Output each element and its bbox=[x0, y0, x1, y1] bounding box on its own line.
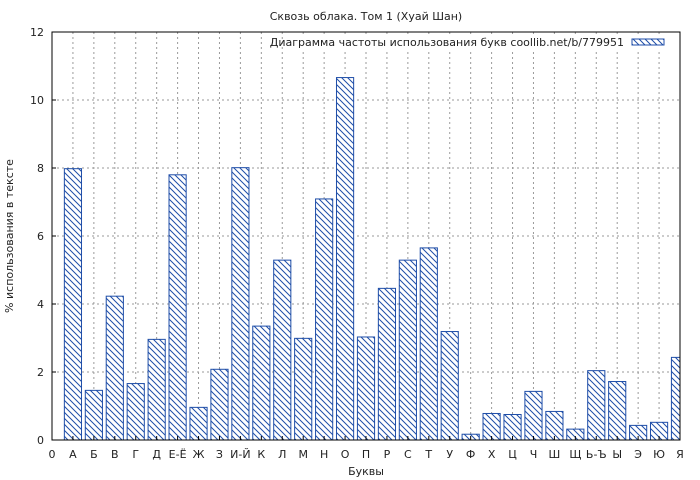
bar-17 bbox=[398, 259, 417, 441]
x-axis-ticks: 0 А Б В Г Д Е-Ё Ж З И-Й К Л М Н О П Р С Т У Ф Х Ц Ч Ш Щ Ь-Ъ Ы Э Ю Я bbox=[49, 436, 684, 461]
bar-18 bbox=[419, 247, 438, 441]
x-tick-label: Э bbox=[634, 448, 642, 461]
bar-16 bbox=[377, 287, 397, 441]
chart-title: Сквозь облака. Том 1 (Хуай Шан) bbox=[270, 10, 462, 23]
x-tick-label: О bbox=[341, 448, 350, 461]
y-tick-label: 4 bbox=[37, 298, 44, 311]
x-tick-label: И-Й bbox=[230, 448, 250, 461]
bar-15 bbox=[356, 336, 376, 441]
y-axis-label: % использования в тексте bbox=[3, 159, 16, 313]
x-tick-label: С bbox=[404, 448, 412, 461]
legend-label: Диаграмма частоты использования букв coo… bbox=[270, 36, 624, 49]
x-tick-label: А bbox=[69, 448, 77, 461]
bar-1 bbox=[63, 168, 83, 441]
bar-5 bbox=[147, 338, 166, 441]
x-tick-label: Р bbox=[384, 448, 391, 461]
bar-8 bbox=[210, 368, 229, 441]
bar-13 bbox=[315, 198, 334, 441]
bar-19 bbox=[440, 331, 459, 441]
x-tick-label: Ю bbox=[653, 448, 665, 461]
legend-swatch bbox=[631, 38, 665, 46]
y-tick-label: 8 bbox=[37, 162, 44, 175]
x-tick-label: Ч bbox=[530, 448, 538, 461]
bar-30 bbox=[670, 356, 681, 441]
bar-3 bbox=[105, 295, 124, 441]
x-tick-label: 0 bbox=[49, 448, 56, 461]
y-tick-label: 2 bbox=[37, 366, 44, 379]
x-tick-label: Т bbox=[424, 448, 432, 461]
bar-7 bbox=[189, 406, 208, 441]
x-tick-label: Щ bbox=[569, 448, 581, 461]
x-tick-label: Б bbox=[90, 448, 98, 461]
x-tick-label: П bbox=[362, 448, 370, 461]
bar-11 bbox=[273, 259, 292, 441]
x-tick-label: З bbox=[216, 448, 223, 461]
x-tick-label: У bbox=[446, 448, 453, 461]
y-tick-label: 10 bbox=[30, 94, 44, 107]
legend: Диаграмма частоты использования букв coo… bbox=[270, 36, 678, 50]
x-tick-label: В bbox=[111, 448, 119, 461]
x-tick-label: М bbox=[298, 448, 308, 461]
x-tick-label: Е-Ё bbox=[169, 448, 187, 461]
bar-2 bbox=[84, 389, 103, 441]
bar-24 bbox=[545, 410, 564, 441]
y-tick-label: 12 bbox=[30, 26, 44, 39]
x-tick-label: Ы bbox=[612, 448, 622, 461]
x-tick-label: Л bbox=[278, 448, 286, 461]
bar-4 bbox=[126, 383, 145, 441]
x-tick-label: Г bbox=[132, 448, 139, 461]
x-tick-label: Я bbox=[676, 448, 684, 461]
bar-27 bbox=[608, 381, 627, 441]
y-tick-label: 0 bbox=[37, 434, 44, 447]
y-axis-ticks: 0 2 4 6 8 10 12 bbox=[30, 26, 56, 447]
x-tick-label: К bbox=[257, 448, 265, 461]
bar-23 bbox=[524, 390, 543, 441]
bar-14 bbox=[335, 77, 355, 441]
x-tick-label: Д bbox=[152, 448, 161, 461]
x-tick-label: Ф bbox=[466, 448, 475, 461]
bar-26 bbox=[587, 370, 606, 441]
x-tick-label: Ц bbox=[508, 448, 517, 461]
x-tick-label: Н bbox=[320, 448, 328, 461]
x-tick-label: Ь-Ъ bbox=[586, 448, 607, 461]
x-tick-label: Ш bbox=[549, 448, 561, 461]
bar-6 bbox=[168, 174, 187, 441]
y-tick-label: 6 bbox=[37, 230, 44, 243]
x-tick-label: Ж bbox=[193, 448, 205, 461]
x-axis-label: Буквы bbox=[348, 465, 384, 478]
bar-9 bbox=[231, 167, 250, 441]
bar-12 bbox=[294, 337, 313, 441]
bar-10 bbox=[252, 325, 271, 441]
x-tick-label: Х bbox=[488, 448, 496, 461]
